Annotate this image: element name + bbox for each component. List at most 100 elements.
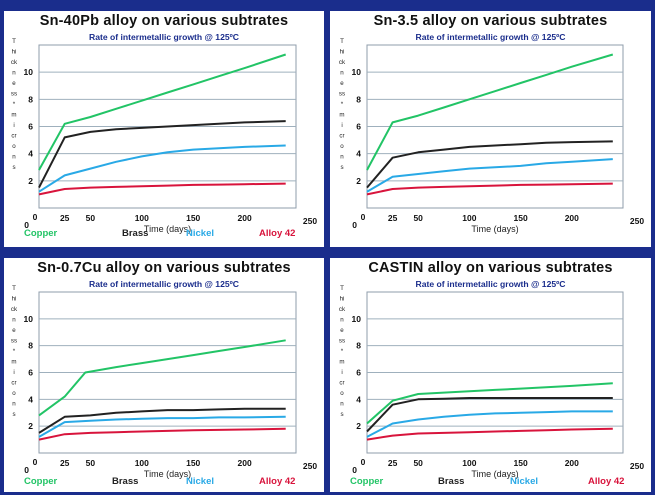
series-line-copper (38, 53, 287, 171)
series-line-brass (38, 120, 286, 189)
chart-subtitle: Rate of intermetallic growth @ 125ºC (415, 279, 566, 289)
series-line-brass (366, 397, 613, 433)
y-tick-label: 4 (356, 149, 361, 159)
x-tick-label: 25 (60, 458, 70, 468)
y-tick-label: 10 (352, 314, 362, 324)
chart-panel-sn35: Sn-3.5 alloy on various subtrates Rate o… (330, 11, 651, 247)
legend-item-alloy-42: Alloy 42 (588, 476, 625, 487)
chart-subtitle: Rate of intermetallic growth @ 125ºC (88, 32, 239, 42)
legend-item-brass: Brass (122, 228, 149, 239)
legend-item-copper: Copper (24, 476, 58, 487)
x-tick-label: 150 (186, 213, 200, 223)
y-tick-label: 6 (28, 368, 33, 378)
chart-panel-sn40pb: Sn-40Pb alloy on various subtrates Rate … (4, 11, 324, 247)
x-axis-label: Time (days) (144, 469, 191, 479)
legend-item-nickel: Nickel (510, 476, 538, 487)
x-tick-label: 100 (135, 458, 149, 468)
y-tick-label: 8 (356, 341, 361, 351)
y-tick-label: 2 (28, 421, 33, 431)
x-tick-label: 50 (413, 458, 423, 468)
y-tick-label: 10 (352, 67, 362, 77)
x-tick-label: 150 (514, 213, 528, 223)
chart-title: Sn-40Pb alloy on various subtrates (39, 13, 289, 29)
series-line-nickel (38, 144, 286, 193)
x-tick-label: 150 (186, 458, 200, 468)
series-line-brass (366, 140, 613, 189)
x-tick-label: 0 (361, 212, 366, 222)
y-tick-label: 4 (28, 149, 33, 159)
x-tick-label: 250 (630, 216, 644, 226)
y-tick-label: 10 (24, 67, 34, 77)
x-tick-label: 50 (86, 213, 96, 223)
legend-item-alloy-42: Alloy 42 (259, 476, 296, 487)
y-tick-label: 6 (28, 122, 33, 132)
x-tick-label: 200 (565, 213, 579, 223)
series-line-brass (38, 407, 286, 434)
x-tick-label: 200 (238, 213, 252, 223)
y-tick-label: 0 (352, 465, 357, 475)
legend: Copper Brass Nickel Alloy 42 (4, 476, 324, 490)
x-tick-label: 250 (630, 461, 644, 471)
series-line-alloy-42 (366, 427, 613, 441)
y-tick-label: 0 (24, 220, 29, 230)
legend: Copper Brass Nickel Alloy 42 (330, 476, 651, 490)
y-tick-label: 0 (352, 220, 357, 230)
chart-panel-castin: CASTIN alloy on various subtrates Rate o… (330, 258, 651, 492)
y-tick-label: 8 (356, 94, 361, 104)
series-line-nickel (366, 158, 613, 193)
x-tick-label: 200 (565, 458, 579, 468)
y-tick-label: 10 (24, 314, 34, 324)
x-tick-label: 200 (238, 458, 252, 468)
legend-item-copper: Copper (350, 476, 384, 487)
x-tick-label: 0 (33, 212, 38, 222)
x-tick-label: 100 (135, 213, 149, 223)
y-tick-label: 2 (28, 176, 33, 186)
x-tick-label: 50 (86, 458, 96, 468)
y-tick-label: 8 (28, 341, 33, 351)
x-axis-label: Time (days) (471, 224, 518, 234)
x-axis-label: Time (days) (144, 224, 191, 234)
x-tick-label: 50 (413, 213, 423, 223)
legend-item-alloy-42: Alloy 42 (259, 228, 296, 239)
legend-item-nickel: Nickel (186, 228, 214, 239)
x-tick-label: 25 (60, 213, 70, 223)
x-tick-label: 250 (303, 216, 317, 226)
y-tick-label: 4 (356, 394, 361, 404)
legend-item-copper: Copper (24, 228, 58, 239)
series-line-copper (38, 339, 286, 417)
x-axis-label: Time (days) (471, 469, 518, 479)
series-line-nickel (366, 410, 613, 438)
x-tick-label: 250 (303, 461, 317, 471)
y-tick-label: 2 (356, 421, 361, 431)
y-tick-label: 0 (24, 465, 29, 475)
x-tick-label: 150 (514, 458, 528, 468)
y-tick-label: 6 (356, 368, 361, 378)
series-line-copper (366, 382, 613, 425)
chart-subtitle: Rate of intermetallic growth @ 125ºC (415, 32, 566, 42)
chart-title: CASTIN alloy on various subtrates (368, 260, 613, 276)
x-tick-label: 0 (361, 457, 366, 467)
chart-panel-sn07cu: Sn-0.7Cu alloy on various subtrates Rate… (4, 258, 324, 492)
y-tick-label: 4 (28, 394, 33, 404)
y-tick-label: 8 (28, 94, 33, 104)
legend-item-brass: Brass (112, 476, 139, 487)
chart-title: Sn-3.5 alloy on various subtrates (373, 13, 608, 29)
chart-title: Sn-0.7Cu alloy on various subtrates (37, 260, 291, 276)
series-line-alloy-42 (38, 182, 286, 196)
y-tick-label: 2 (356, 176, 361, 186)
series-line-copper (366, 53, 614, 171)
series-line-alloy-42 (38, 427, 286, 441)
x-tick-label: 100 (462, 458, 476, 468)
legend-item-brass: Brass (438, 476, 465, 487)
y-tick-label: 6 (356, 122, 361, 132)
series-line-nickel (38, 415, 286, 438)
x-tick-label: 100 (462, 213, 476, 223)
